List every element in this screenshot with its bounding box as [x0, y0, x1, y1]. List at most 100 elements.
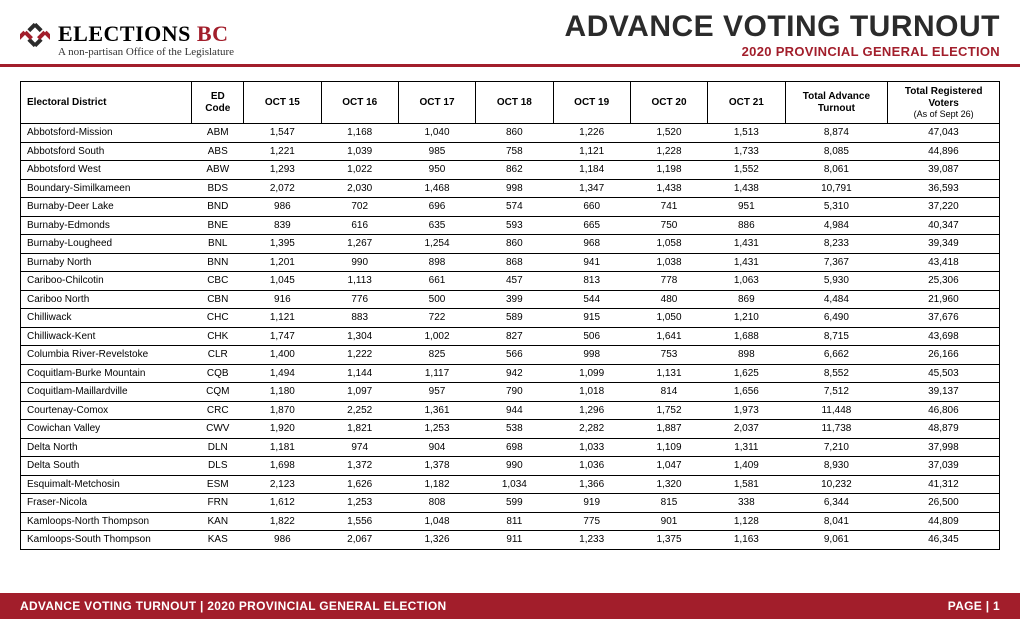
cell-total-registered: 37,039	[888, 457, 1000, 476]
cell-day-value: 986	[244, 198, 321, 217]
cell-district-name: Coquitlam-Maillardville	[21, 383, 192, 402]
cell-total-registered: 45,503	[888, 364, 1000, 383]
cell-day-value: 1,109	[630, 438, 707, 457]
cell-day-value: 1,366	[553, 475, 630, 494]
cell-district-name: Chilliwack-Kent	[21, 327, 192, 346]
cell-day-value: 2,123	[244, 475, 321, 494]
cell-total-advance: 7,210	[785, 438, 888, 457]
cell-day-value: 814	[630, 383, 707, 402]
cell-district-name: Kamloops-South Thompson	[21, 531, 192, 550]
cell-total-advance: 8,085	[785, 142, 888, 161]
table-row: Columbia River-RevelstokeCLR1,4001,22282…	[21, 346, 1000, 365]
logo-bc: BC	[197, 21, 229, 46]
cell-district-name: Burnaby-Deer Lake	[21, 198, 192, 217]
cell-total-advance: 7,512	[785, 383, 888, 402]
cell-day-value: 2,067	[321, 531, 398, 550]
cell-ed-code: FRN	[192, 494, 244, 513]
cell-day-value: 1,752	[630, 401, 707, 420]
cell-total-registered: 37,220	[888, 198, 1000, 217]
cell-day-value: 1,747	[244, 327, 321, 346]
cell-district-name: Chilliwack	[21, 309, 192, 328]
cell-day-value: 1,163	[708, 531, 785, 550]
cell-day-value: 1,347	[553, 179, 630, 198]
table-row: Delta SouthDLS1,6981,3721,3789901,0361,0…	[21, 457, 1000, 476]
cell-day-value: 1,047	[630, 457, 707, 476]
cell-district-name: Fraser-Nicola	[21, 494, 192, 513]
cell-district-name: Columbia River-Revelstoke	[21, 346, 192, 365]
cell-day-value: 1,048	[398, 512, 475, 531]
cell-day-value: 1,552	[708, 161, 785, 180]
cell-day-value: 825	[398, 346, 475, 365]
col-electoral-district: Electoral District	[21, 82, 192, 124]
cell-day-value: 1,184	[553, 161, 630, 180]
cell-district-name: Kamloops-North Thompson	[21, 512, 192, 531]
cell-total-advance: 11,738	[785, 420, 888, 439]
cell-ed-code: ABW	[192, 161, 244, 180]
table-row: Cariboo-ChilcotinCBC1,0451,1136614578137…	[21, 272, 1000, 291]
cell-district-name: Delta North	[21, 438, 192, 457]
cell-day-value: 722	[398, 309, 475, 328]
cell-day-value: 1,040	[398, 124, 475, 143]
cell-total-registered: 47,043	[888, 124, 1000, 143]
cell-day-value: 904	[398, 438, 475, 457]
cell-day-value: 480	[630, 290, 707, 309]
cell-ed-code: ABM	[192, 124, 244, 143]
cell-total-registered: 41,312	[888, 475, 1000, 494]
cell-day-value: 815	[630, 494, 707, 513]
cell-day-value: 1,304	[321, 327, 398, 346]
cell-day-value: 968	[553, 235, 630, 254]
col-oct18: OCT 18	[476, 82, 553, 124]
table-row: Burnaby NorthBNN1,2019908988689411,0381,…	[21, 253, 1000, 272]
cell-day-value: 1,168	[321, 124, 398, 143]
cell-ed-code: CQM	[192, 383, 244, 402]
cell-day-value: 1,361	[398, 401, 475, 420]
cell-day-value: 2,252	[321, 401, 398, 420]
cell-day-value: 1,097	[321, 383, 398, 402]
table-row: Abbotsford SouthABS1,2211,0399857581,121…	[21, 142, 1000, 161]
cell-ed-code: CHC	[192, 309, 244, 328]
cell-day-value: 1,468	[398, 179, 475, 198]
cell-day-value: 1,180	[244, 383, 321, 402]
cell-day-value: 574	[476, 198, 553, 217]
cell-ed-code: BDS	[192, 179, 244, 198]
cell-day-value: 1,253	[321, 494, 398, 513]
cell-ed-code: CQB	[192, 364, 244, 383]
cell-day-value: 696	[398, 198, 475, 217]
cell-day-value: 1,131	[630, 364, 707, 383]
cell-day-value: 990	[476, 457, 553, 476]
cell-total-registered: 39,349	[888, 235, 1000, 254]
col-oct15: OCT 15	[244, 82, 321, 124]
cell-day-value: 808	[398, 494, 475, 513]
table-row: Fraser-NicolaFRN1,6121,25380859991981533…	[21, 494, 1000, 513]
cell-district-name: Abbotsford South	[21, 142, 192, 161]
cell-day-value: 1,520	[630, 124, 707, 143]
cell-day-value: 919	[553, 494, 630, 513]
page-subtitle: 2020 PROVINCIAL GENERAL ELECTION	[565, 45, 1000, 58]
cell-district-name: Burnaby-Lougheed	[21, 235, 192, 254]
cell-day-value: 811	[476, 512, 553, 531]
cell-total-advance: 4,484	[785, 290, 888, 309]
footer-bar: ADVANCE VOTING TURNOUT | 2020 PROVINCIAL…	[0, 593, 1020, 619]
cell-day-value: 506	[553, 327, 630, 346]
cell-day-value: 1,144	[321, 364, 398, 383]
cell-district-name: Coquitlam-Burke Mountain	[21, 364, 192, 383]
cell-day-value: 951	[708, 198, 785, 217]
cell-day-value: 901	[630, 512, 707, 531]
col-ed-code: ED Code	[192, 82, 244, 124]
cell-day-value: 566	[476, 346, 553, 365]
cell-day-value: 1,625	[708, 364, 785, 383]
col-oct19: OCT 19	[553, 82, 630, 124]
cell-day-value: 2,037	[708, 420, 785, 439]
cell-day-value: 544	[553, 290, 630, 309]
cell-day-value: 898	[708, 346, 785, 365]
cell-day-value: 1,182	[398, 475, 475, 494]
cell-day-value: 399	[476, 290, 553, 309]
cell-day-value: 1,210	[708, 309, 785, 328]
cell-day-value: 1,222	[321, 346, 398, 365]
cell-day-value: 1,656	[708, 383, 785, 402]
turnout-table: Electoral District ED Code OCT 15 OCT 16…	[20, 81, 1000, 550]
cell-day-value: 1,547	[244, 124, 321, 143]
cell-day-value: 1,226	[553, 124, 630, 143]
cell-ed-code: CBC	[192, 272, 244, 291]
cell-ed-code: BNL	[192, 235, 244, 254]
